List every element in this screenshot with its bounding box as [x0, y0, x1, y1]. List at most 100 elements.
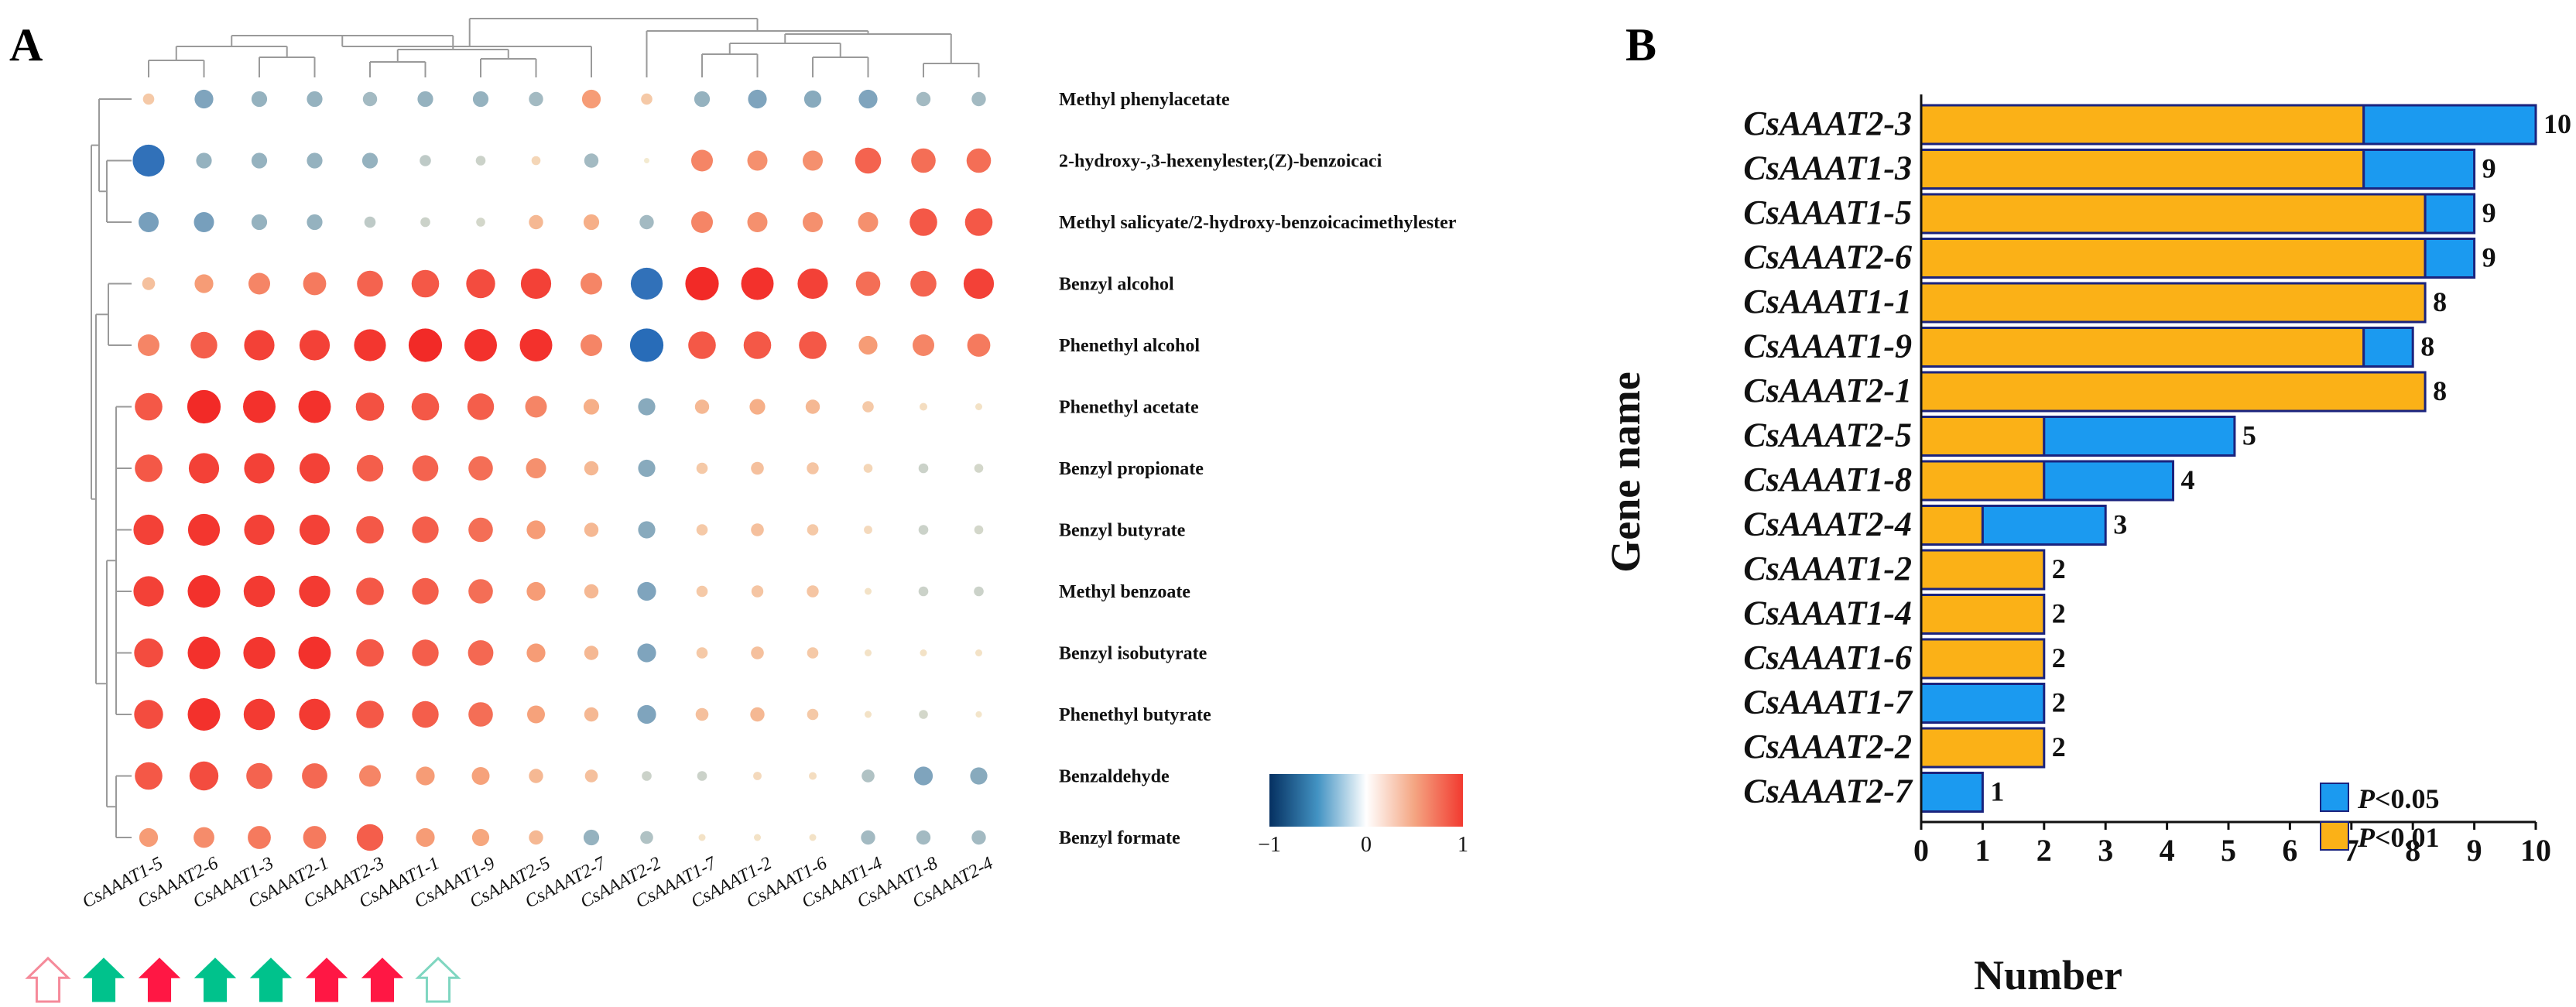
y-axis-title: Gene name	[1602, 372, 1649, 572]
heatmap-dot	[584, 769, 598, 783]
heatmap-dot	[964, 208, 993, 236]
heatmap-column-labels: CsAAAT1-5CsAAAT2-6CsAAAT1-3CsAAAT2-1CsAA…	[79, 853, 996, 913]
gene-label: CsAAAT2-5	[1743, 416, 1912, 454]
heatmap-dot	[196, 152, 212, 169]
heatmap-dot	[298, 390, 331, 423]
x-tick-label: 6	[2282, 833, 2297, 868]
heatmap-dot	[187, 636, 221, 670]
panel-a-label: A	[9, 19, 43, 70]
heatmap-dot	[299, 575, 331, 608]
bar-value-label: 5	[2242, 420, 2256, 451]
heatmap-dot	[135, 762, 163, 790]
heatmap-row-label: Benzyl alcohol	[1059, 275, 1174, 295]
heatmap-row-label: Methyl benzoate	[1059, 582, 1190, 602]
bar-value-label: 2	[2052, 687, 2066, 718]
heatmap-dot	[971, 91, 986, 107]
heatmap-dot	[187, 698, 221, 731]
heatmap-dot	[637, 581, 656, 601]
heatmap-dot	[412, 639, 439, 666]
heatmap-dot	[246, 762, 272, 790]
heatmap-dot	[641, 93, 653, 105]
heatmap-dot	[583, 399, 600, 415]
heatmap-dot	[581, 89, 601, 109]
heatmap-dot	[584, 646, 599, 660]
heatmap-dot	[142, 277, 156, 290]
bar-value-label: 8	[2420, 331, 2434, 362]
heatmap-dot	[299, 514, 331, 546]
heatmap-dot	[696, 585, 708, 598]
gene-label: CsAAAT2-6	[1743, 238, 1912, 276]
heatmap-dot	[468, 579, 493, 604]
heatmap-dot	[243, 390, 276, 423]
heatmap-row-label: Phenethyl butyrate	[1059, 705, 1211, 725]
heatmap-dot	[697, 771, 707, 781]
gene-label: CsAAAT2-3	[1743, 104, 1912, 142]
bar-chart: CsAAAT2-3 10 CsAAAT1-3 9 CsAAAT1-5 9 CsAAAT2-6…	[1743, 104, 2571, 813]
heatmap-dot	[468, 702, 493, 727]
heatmap-dot	[807, 708, 819, 721]
heatmap-dot	[916, 830, 931, 845]
heatmap-dot	[243, 698, 276, 731]
heatmap-dot	[743, 331, 772, 359]
heatmap-dot	[630, 267, 663, 300]
gene-label: CsAAAT2-2	[1743, 728, 1912, 766]
heatmap-row-labels: Methyl phenylacetate 2-hydroxy-,3-hexenyl…	[1059, 90, 1457, 848]
heatmap-dot	[356, 824, 384, 851]
heatmap-dot	[865, 649, 872, 656]
bar-segment-p01	[1920, 371, 2427, 413]
heatmap-dot	[189, 761, 219, 791]
heatmap-dot	[640, 831, 653, 844]
colorbar-gradient	[1269, 774, 1463, 827]
x-tick-label: 9	[2467, 833, 2482, 868]
heatmap-dot	[751, 646, 764, 659]
heatmap-row-label: Benzyl isobutyrate	[1059, 644, 1208, 664]
gene-label: CsAAAT2-7	[1743, 772, 1913, 810]
heatmap-dot	[132, 144, 165, 177]
heatmap-dot	[975, 403, 982, 410]
arrow-marker-icon	[82, 957, 125, 1002]
heatmap-row-label: Benzaldehyde	[1059, 767, 1170, 787]
heatmap-dot	[916, 91, 931, 107]
heatmap-dot	[471, 767, 490, 785]
heatmap-dot	[526, 520, 546, 539]
heatmap-dot	[412, 700, 439, 728]
x-tick-label: 0	[1913, 833, 1929, 868]
heatmap-dot	[299, 453, 331, 484]
heatmap-dot	[807, 647, 819, 659]
heatmap-dot	[918, 525, 929, 535]
heatmap-dot	[963, 268, 995, 300]
bar-segment-p01	[1920, 505, 1984, 546]
heatmap-dot	[356, 454, 384, 482]
heatmap-dot	[142, 93, 155, 105]
heatmap-dot	[920, 402, 927, 411]
bar-segment-p01	[1920, 282, 2427, 324]
heatmap-dot	[918, 463, 929, 474]
heatmap-dot	[303, 826, 327, 849]
heatmap-dot	[909, 208, 937, 236]
legend-swatch-p05	[2320, 783, 2349, 812]
bar-value-label: 2	[2052, 731, 2066, 762]
heatmap-dot	[865, 587, 872, 595]
heatmap-dot	[862, 401, 874, 413]
heatmap-dot	[356, 700, 384, 728]
heatmap-dot	[637, 704, 656, 724]
heatmap-dot	[475, 156, 486, 166]
heatmap-dot	[862, 769, 875, 783]
heatmap-dot	[354, 329, 386, 361]
x-tick-label: 1	[1975, 833, 1990, 868]
heatmap-dot	[751, 461, 764, 475]
heatmap-dot	[526, 458, 546, 478]
heatmap-colorbar: −1 0 1	[1258, 774, 1468, 857]
bar-segment-p01	[1920, 549, 2046, 591]
gene-label: CsAAAT1-3	[1743, 149, 1912, 187]
heatmap-dot	[858, 212, 879, 232]
bar-segment-p05	[2424, 193, 2476, 235]
heatmap-dot	[134, 638, 163, 668]
heatmap-dot	[190, 331, 218, 359]
heatmap-dot	[520, 268, 552, 300]
heatmap-dot	[416, 766, 435, 786]
heatmap-dot	[974, 586, 984, 597]
heatmap-row-label: Methyl phenylacetate	[1059, 90, 1230, 110]
heatmap-dot	[355, 392, 385, 421]
heatmap-dot	[299, 330, 331, 361]
